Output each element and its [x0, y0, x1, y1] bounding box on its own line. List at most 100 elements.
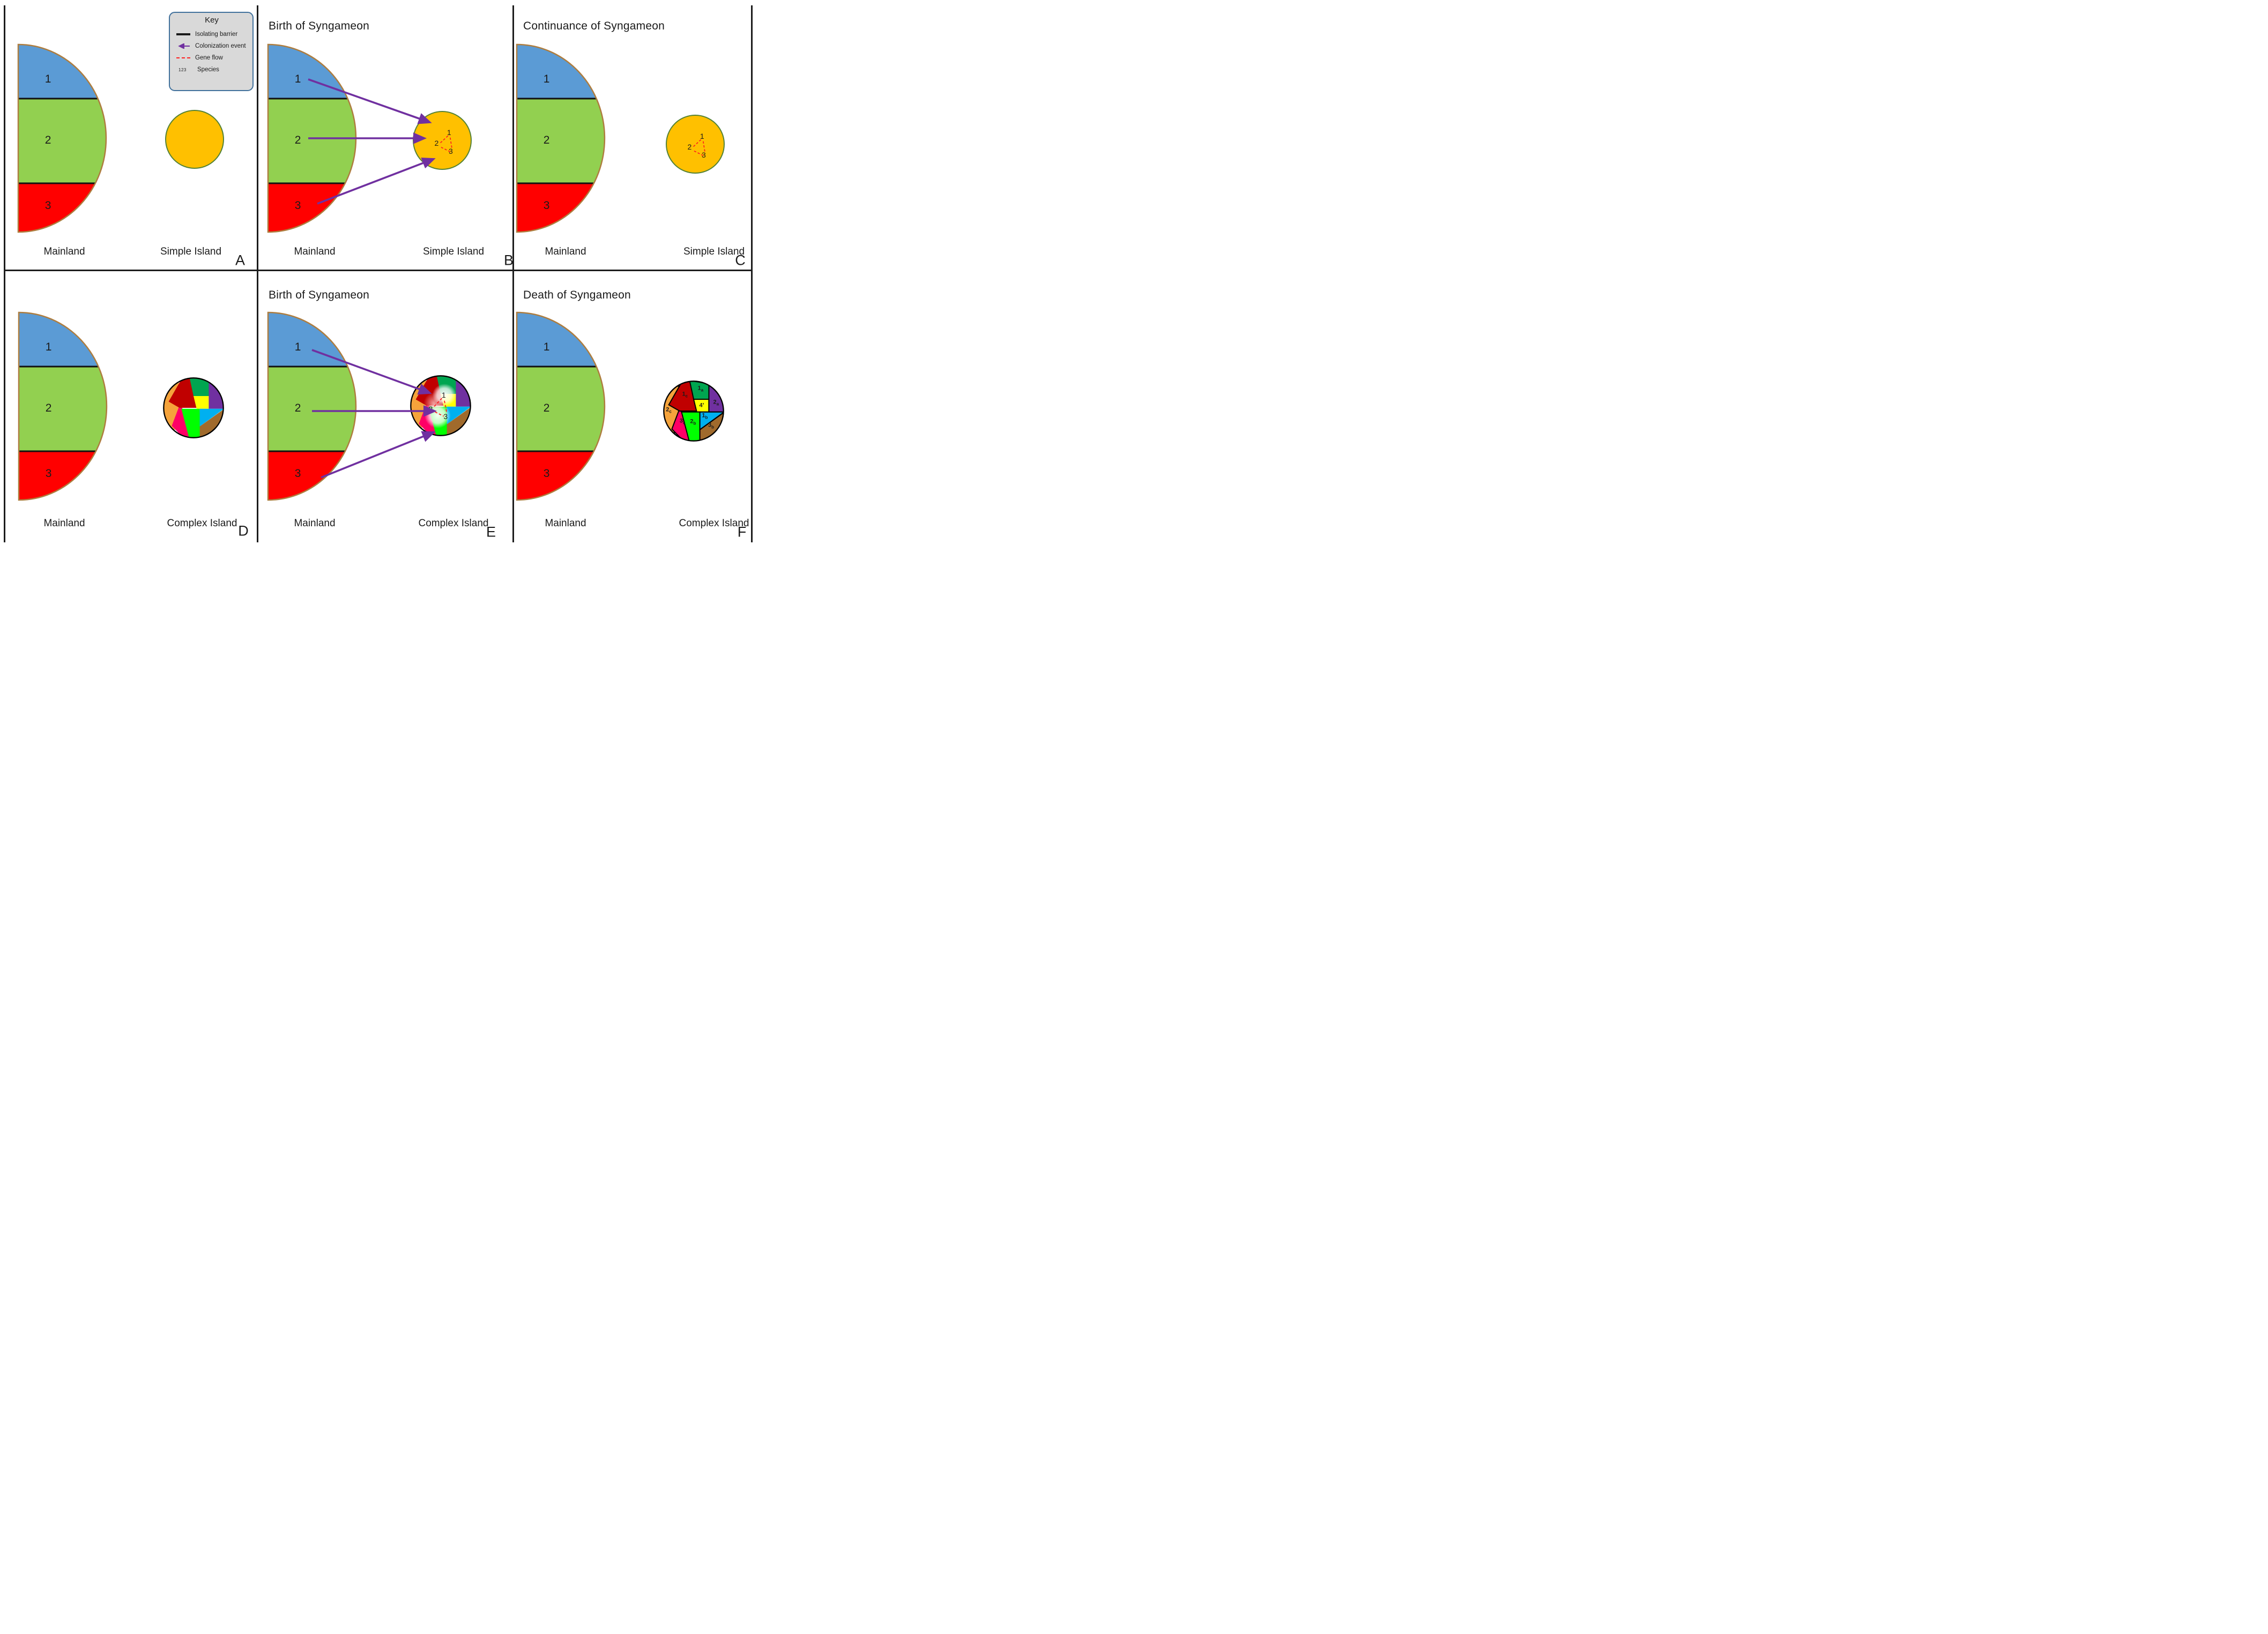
island-label: Simple Island — [422, 246, 485, 257]
border-right — [751, 5, 753, 542]
gene-flow-lines — [693, 139, 705, 156]
complex-island-patches — [162, 377, 225, 439]
island-species-2: 2 — [434, 139, 439, 148]
mainland-b: 1 2 3 — [266, 43, 358, 234]
key-item-label: Gene flow — [195, 55, 223, 61]
species-3-label: 3 — [45, 467, 52, 480]
panel-letter-c: C — [735, 252, 746, 268]
island-species-1: 1 — [700, 132, 704, 141]
species-1-label: 1 — [543, 72, 550, 85]
island-species-1: 1 — [441, 391, 446, 400]
complex-island-f: 1a 2a 1c 4’ 2c 3a 2b 1b 3b — [663, 380, 725, 442]
panel-f: Death of Syngameon 1 2 3 1a 2a 1c 4’ 2c … — [512, 270, 751, 542]
region-label-4prime: 4’ — [699, 402, 704, 409]
region-label-3b: 3b — [708, 422, 714, 430]
island-label: Complex Island — [418, 518, 489, 529]
gene-flow-lines — [440, 135, 452, 152]
island-species-2: 2 — [687, 143, 692, 152]
simple-island-b: 1 2 3 — [413, 111, 472, 170]
region-label-1a: 1a — [697, 385, 704, 393]
species-3-label: 3 — [543, 467, 550, 480]
panel-letter-a: A — [235, 252, 246, 268]
island-species-3: 3 — [443, 412, 448, 421]
key-item-species: 123 Species — [176, 64, 247, 76]
key-item-label: Isolating barrier — [195, 31, 238, 38]
isolating-barrier-swatch-icon — [176, 33, 190, 35]
island-label: Complex Island — [167, 518, 237, 529]
mainland-label: Mainland — [43, 246, 85, 257]
region-label-2b: 2b — [690, 418, 696, 426]
island-label: Simple Island — [160, 246, 222, 257]
species-3-label: 3 — [543, 199, 550, 212]
species-2-label: 2 — [543, 401, 550, 414]
species-2-label: 2 — [44, 133, 51, 146]
species-1-label: 1 — [44, 72, 51, 85]
panel-e: Birth of Syngameon 1 2 3 1 2 3 — [257, 270, 512, 542]
panel-letter-d: D — [238, 523, 249, 539]
mainland-shape — [515, 311, 606, 502]
gene-flow-swatch-icon — [176, 57, 190, 58]
border-left — [4, 5, 5, 542]
island-species-3: 3 — [448, 147, 453, 156]
mainland-shape — [515, 43, 606, 234]
species-1-label: 1 — [294, 72, 301, 85]
mainland-label: Mainland — [545, 246, 586, 257]
key-item-colonization: Colonization event — [176, 40, 247, 52]
species-3-label: 3 — [294, 199, 301, 212]
region-label-2a: 2a — [713, 399, 719, 407]
panel-a: 1 2 3 Mainland Simple Island A — [4, 5, 257, 270]
panel-title: Birth of Syngameon — [269, 20, 370, 32]
region-label-3a: 3a — [679, 417, 686, 426]
panel-title: Birth of Syngameon — [269, 289, 370, 301]
panel-title: Continuance of Syngameon — [523, 20, 665, 32]
key-item-gene-flow: Gene flow — [176, 52, 247, 64]
divider-col-1 — [257, 5, 258, 542]
species-swatch-text: 123 — [179, 67, 187, 72]
complex-island-e: 1 2 3 — [410, 375, 472, 437]
island-label: Complex Island — [679, 518, 749, 529]
mainland-label: Mainland — [43, 518, 85, 529]
species-2-label: 2 — [45, 401, 52, 414]
panel-title: Death of Syngameon — [523, 289, 631, 301]
island-species-2: 2 — [428, 404, 433, 413]
mainland-e: 1 2 3 — [266, 311, 358, 502]
key-item-label: Species — [197, 66, 219, 73]
mainland-label: Mainland — [545, 518, 586, 529]
key-title: Key — [205, 16, 219, 25]
species-2-label: 2 — [543, 133, 550, 146]
key-item-isolating-barrier: Isolating barrier — [176, 28, 247, 40]
panel-letter-e: E — [486, 524, 496, 540]
species-1-label: 1 — [45, 340, 52, 353]
region-label-1c: 1c — [682, 391, 688, 399]
figure-canvas: Key Isolating barrier Colonization event… — [0, 0, 756, 544]
mainland-shape — [17, 311, 108, 502]
mainland-shape — [266, 43, 358, 234]
region-label-2c: 2c — [666, 406, 672, 414]
species-1-label: 1 — [294, 340, 301, 353]
divider-col-2 — [512, 5, 514, 542]
panel-letter-b: B — [503, 252, 514, 268]
mainland-label: Mainland — [294, 518, 336, 529]
simple-island-c: 1 2 3 — [666, 115, 725, 174]
species-2-label: 2 — [294, 133, 301, 146]
complex-island-patches — [410, 375, 472, 437]
divider-row — [4, 270, 753, 271]
complex-island-patches-bordered — [663, 380, 725, 442]
island-species-1: 1 — [447, 128, 451, 137]
species-1-label: 1 — [543, 340, 550, 353]
panel-c: Continuance of Syngameon 1 2 3 1 2 3 Mai… — [512, 5, 751, 270]
mainland-label: Mainland — [294, 246, 336, 257]
species-3-label: 3 — [44, 199, 51, 212]
key-item-label: Colonization event — [195, 43, 246, 49]
panel-b: Birth of Syngameon 1 2 3 1 2 3 — [257, 5, 514, 270]
region-label-1b: 1b — [702, 412, 708, 421]
legend-key: Key Isolating barrier Colonization event… — [169, 12, 254, 91]
mainland-c: 1 2 3 — [515, 43, 606, 234]
species-2-label: 2 — [294, 401, 301, 414]
species-3-label: 3 — [294, 467, 301, 480]
mainland-shape — [266, 311, 358, 502]
mainland-d: 1 2 3 — [17, 311, 108, 502]
complex-island-d — [162, 377, 225, 439]
mainland-a: 1 2 3 — [17, 43, 108, 234]
panel-d: 1 2 3 Mainland Complex Island D — [4, 270, 257, 542]
